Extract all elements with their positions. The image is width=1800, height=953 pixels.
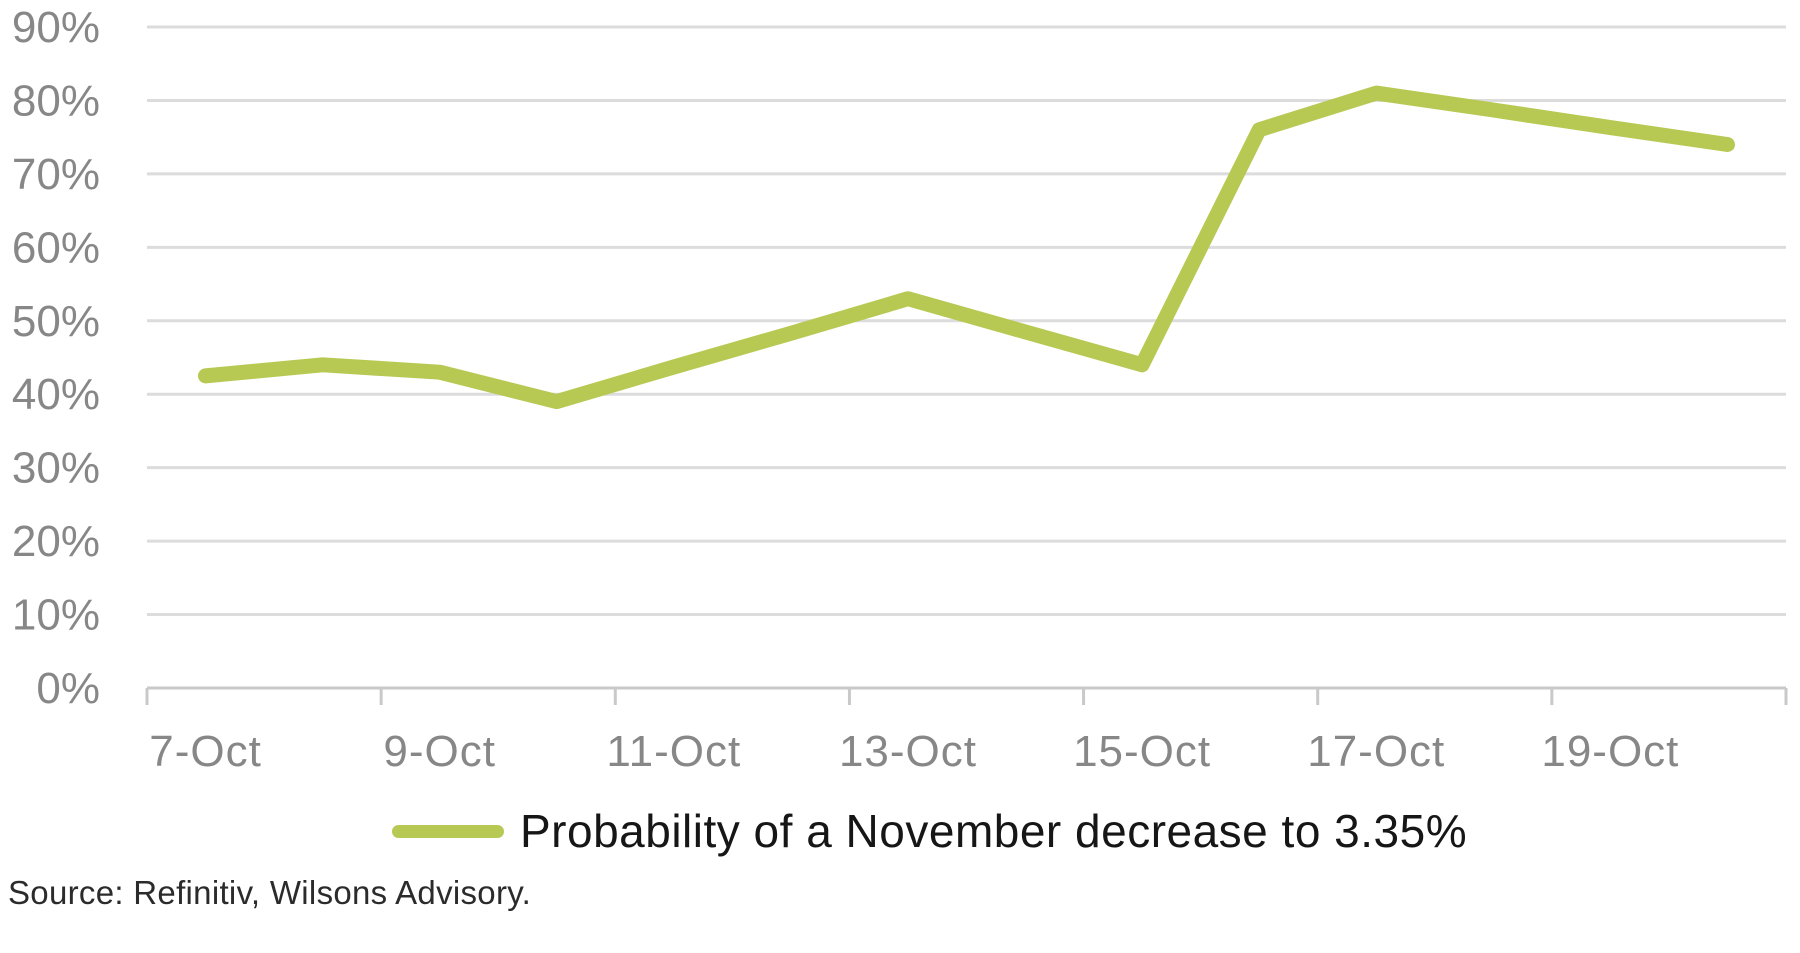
source-note: Source: Refinitiv, Wilsons Advisory. (8, 874, 532, 911)
x-tick-label: 19-Oct (1541, 727, 1679, 776)
legend-line-marker (392, 824, 504, 838)
x-tick-label: 7-Oct (149, 727, 262, 776)
x-tick-label: 17-Oct (1307, 727, 1445, 776)
legend-series-label: Probability of a November decrease to 3.… (520, 805, 1468, 857)
x-tick-label: 15-Oct (1073, 727, 1211, 776)
y-tick-label: 60% (12, 223, 100, 272)
series-line (198, 85, 1735, 410)
y-tick-label: 20% (12, 517, 100, 566)
y-tick-label: 0% (36, 664, 100, 713)
y-tick-label: 50% (12, 297, 100, 346)
chart-legend: Probability of a November decrease to 3.… (392, 800, 1467, 862)
y-tick-label: 80% (12, 76, 100, 125)
y-tick-label: 90% (12, 3, 100, 52)
y-tick-label: 30% (12, 444, 100, 493)
y-tick-label: 70% (12, 150, 100, 199)
x-tick-label: 11-Oct (606, 727, 741, 776)
x-tick-label: 13-Oct (839, 727, 977, 776)
x-tick-label: 9-Oct (383, 727, 496, 776)
y-tick-label: 40% (12, 370, 100, 419)
y-tick-label: 10% (12, 591, 100, 640)
chart-canvas: 0% 10% 20% 30% 40% 50% 60% 70% 80% 90% 7-Oct 9-Oct 1… (12, 3, 1788, 776)
